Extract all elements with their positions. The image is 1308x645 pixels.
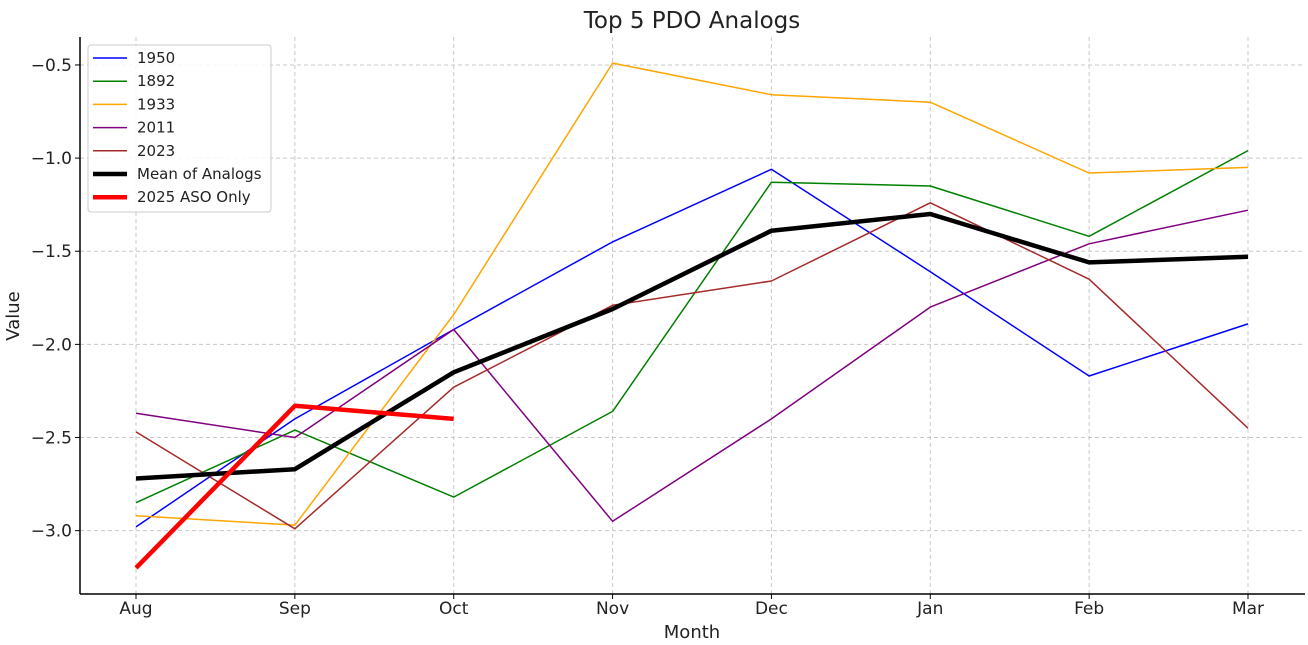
x-tick-label-mar: Mar <box>1232 599 1264 619</box>
legend: 1950 1892 1933 2011 2023 Mean of Analogs 2025 … <box>87 44 272 213</box>
y-tick-label-5: −0.5 <box>31 56 72 76</box>
series-line-2011 <box>135 209 1249 523</box>
series-line-2023 <box>135 202 1249 530</box>
legend-label-2023: 2023 <box>137 142 175 160</box>
y-axis-label: Value <box>3 291 24 340</box>
series-layer <box>134 62 1249 570</box>
y-tick-label-1: −2.5 <box>31 429 72 449</box>
legend-label-1892: 1892 <box>137 72 175 90</box>
ticks: Aug Sep Oct Nov Dec Jan Feb Mar −3.0 −2.5 −2.0 −1.5… <box>31 56 1264 619</box>
x-tick-label-jan: Jan <box>916 599 943 619</box>
y-tick-label-3: −1.5 <box>31 242 72 262</box>
legend-box <box>87 44 272 213</box>
legend-label-1933: 1933 <box>137 95 175 113</box>
grid <box>80 37 1305 594</box>
y-tick-label-0: −3.0 <box>31 522 72 542</box>
x-tick-label-feb: Feb <box>1074 599 1104 619</box>
axes <box>79 37 1305 595</box>
series-line-1933 <box>135 62 1249 526</box>
series-line-2025-aso-only <box>134 403 454 570</box>
legend-label-mean-of-analogs: Mean of Analogs <box>137 165 262 183</box>
series-line-1950 <box>135 168 1249 528</box>
x-axis-label: Month <box>664 622 720 643</box>
y-tick-label-2: −2.0 <box>31 335 72 355</box>
chart-title: Top 5 PDO Analogs <box>583 8 801 34</box>
y-tick-label-4: −1.0 <box>31 149 72 169</box>
x-tick-label-aug: Aug <box>119 599 152 619</box>
legend-label-2011: 2011 <box>137 119 175 137</box>
legend-label-2025-aso-only: 2025 ASO Only <box>137 188 251 206</box>
x-tick-label-dec: Dec <box>755 599 788 619</box>
series-line-mean-of-analogs <box>135 211 1249 481</box>
legend-label-1950: 1950 <box>137 49 175 67</box>
x-tick-label-oct: Oct <box>439 599 469 619</box>
series-line-1892 <box>135 149 1249 504</box>
x-tick-label-sep: Sep <box>279 599 311 619</box>
x-tick-label-nov: Nov <box>596 599 629 619</box>
